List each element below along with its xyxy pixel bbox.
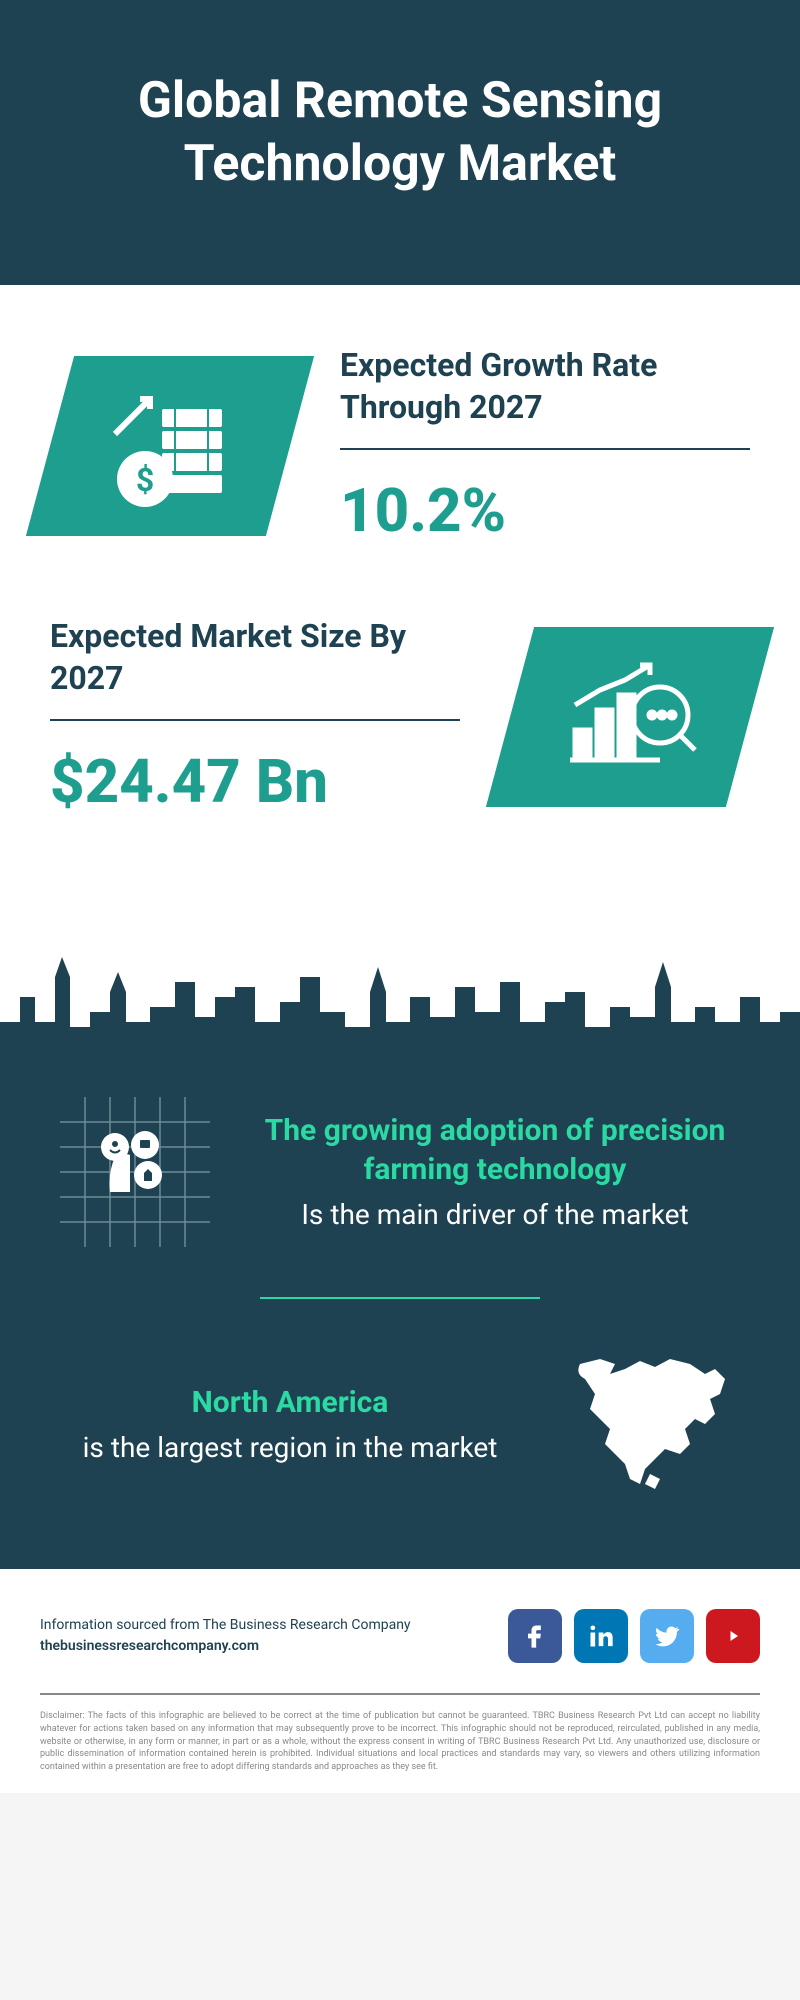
youtube-icon[interactable] (706, 1609, 760, 1663)
region-subtext: is the largest region in the market (60, 1430, 520, 1466)
driver-text-block: The growing adoption of precision farmin… (250, 1111, 740, 1233)
dark-section: The growing adoption of precision farmin… (0, 927, 800, 1569)
facebook-icon[interactable] (508, 1609, 562, 1663)
stat-growth-rate: $ Expected Growth Rate Through 2027 10.2… (50, 345, 750, 546)
money-growth-icon: $ (100, 379, 240, 513)
twitter-icon[interactable] (640, 1609, 694, 1663)
disclaimer-text: Disclaimer: The facts of this infographi… (40, 1693, 760, 1773)
stat-icon-box: $ (26, 356, 314, 536)
divider (50, 719, 460, 721)
farming-grid-icon (60, 1097, 210, 1247)
analytics-chart-icon (555, 650, 705, 784)
driver-subtext: Is the main driver of the market (250, 1197, 740, 1233)
stat-label: Expected Market Size By 2027 (50, 616, 460, 699)
header-section: Global Remote Sensing Technology Market (0, 0, 800, 285)
footer-section: Information sourced from The Business Re… (0, 1569, 800, 1793)
stat-market-size: Expected Market Size By 2027 $24.47 Bn (50, 616, 750, 817)
footer-top-row: Information sourced from The Business Re… (40, 1609, 760, 1663)
divider (260, 1297, 540, 1299)
source-line: Information sourced from The Business Re… (40, 1615, 411, 1636)
source-attribution: Information sourced from The Business Re… (40, 1615, 411, 1657)
social-icons-row (508, 1609, 760, 1663)
stat-text-block: Expected Growth Rate Through 2027 10.2% (340, 345, 750, 546)
divider (340, 448, 750, 450)
stat-value: $24.47 Bn (50, 746, 460, 817)
infographic-container: Global Remote Sensing Technology Market (0, 0, 800, 1793)
market-driver-row: The growing adoption of precision farmin… (60, 1097, 740, 1247)
page-title: Global Remote Sensing Technology Market (60, 70, 740, 195)
stat-value: 10.2% (340, 475, 750, 546)
source-url: thebusinessresearchcompany.com (40, 1636, 411, 1657)
driver-highlight: The growing adoption of precision farmin… (250, 1111, 740, 1189)
stat-icon-box (486, 627, 774, 807)
region-text-block: North America is the largest region in t… (60, 1383, 520, 1466)
city-skyline-icon (0, 927, 800, 1067)
stat-text-block: Expected Market Size By 2027 $24.47 Bn (50, 616, 460, 817)
region-row: North America is the largest region in t… (60, 1349, 740, 1499)
dark-content: The growing adoption of precision farmin… (0, 1067, 800, 1499)
linkedin-icon[interactable] (574, 1609, 628, 1663)
stats-section: $ Expected Growth Rate Through 2027 10.2… (0, 285, 800, 927)
stat-label: Expected Growth Rate Through 2027 (340, 345, 750, 428)
north-america-map-icon (560, 1349, 740, 1499)
region-highlight: North America (60, 1383, 520, 1422)
svg-text:$: $ (136, 461, 154, 499)
